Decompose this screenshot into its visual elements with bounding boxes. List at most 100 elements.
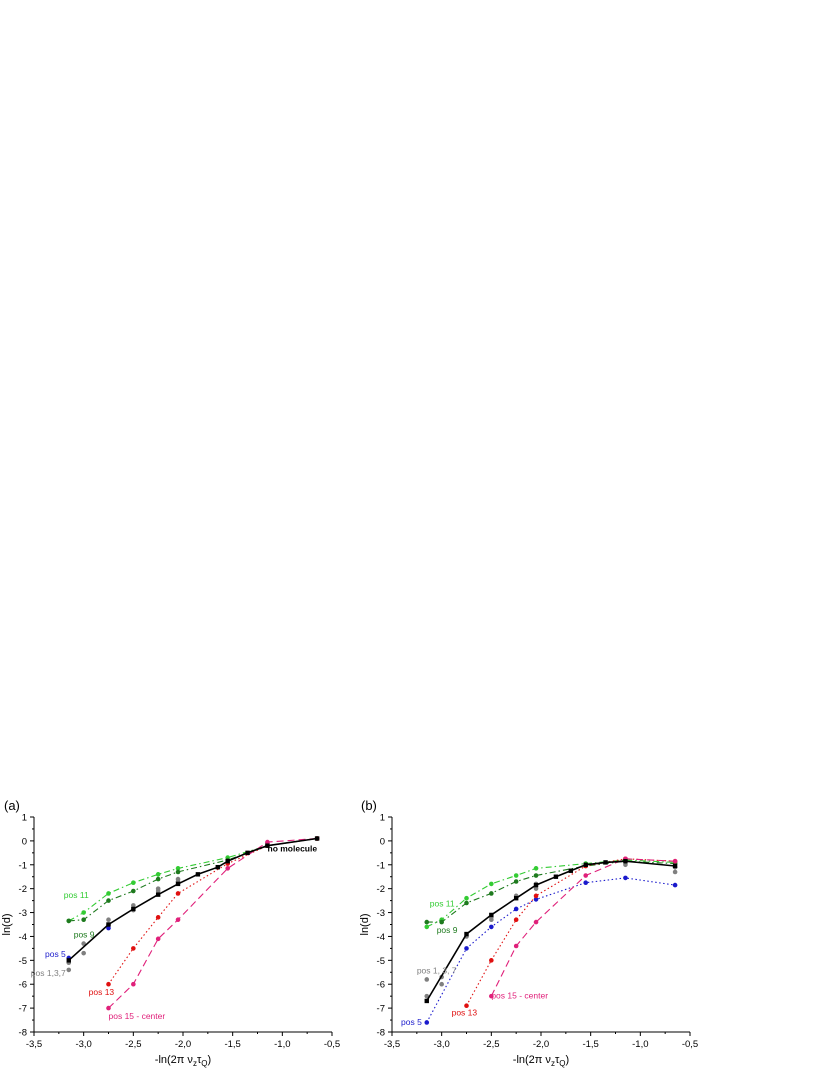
data-point	[66, 967, 72, 973]
data-point	[215, 864, 220, 870]
x-tick-label: -0,5	[682, 1039, 698, 1050]
data-point	[106, 925, 111, 931]
x-tick-label: -3,5	[26, 1039, 42, 1050]
data-point	[533, 919, 539, 925]
series-line	[108, 837, 318, 1009]
data-point	[623, 862, 628, 868]
data-point	[424, 977, 430, 982]
x-tick-label: -1,0	[274, 1039, 290, 1050]
data-point	[489, 881, 494, 887]
data-point	[672, 858, 678, 864]
y-tick-label: 1	[22, 813, 27, 824]
data-point	[513, 917, 519, 923]
series-pos-15-center	[489, 856, 678, 999]
x-tick-label: -3,0	[75, 1039, 91, 1050]
data-point	[533, 893, 539, 899]
data-point	[106, 917, 111, 923]
x-tick-label: -3,5	[384, 1039, 400, 1050]
x-tick-label: -0,5	[324, 1039, 340, 1050]
data-point	[424, 924, 430, 930]
data-point	[66, 918, 72, 924]
x-axis-label-part: -ln(2π ν	[155, 1054, 194, 1066]
data-point	[175, 891, 181, 896]
x-axis-label-subscript: z	[193, 1059, 197, 1068]
data-point	[464, 931, 469, 937]
data-point	[439, 981, 444, 987]
y-tick-label: -7	[19, 1004, 27, 1015]
series-label: pos 9	[437, 925, 458, 935]
data-point	[623, 858, 628, 864]
x-tick-label: -2,5	[125, 1039, 141, 1050]
data-point	[583, 862, 588, 867]
data-point	[583, 873, 588, 878]
series-label: pos 1,3,7	[31, 968, 66, 978]
series-label: pos 1, 3, 7	[417, 965, 457, 975]
data-point	[489, 912, 494, 918]
data-point	[81, 917, 86, 923]
y-axis-label: ln(d)	[1, 913, 13, 935]
data-point	[513, 943, 519, 949]
data-point	[672, 863, 678, 869]
y-axis-label: ln(d)	[359, 913, 371, 935]
y-tick-label: -6	[377, 980, 385, 991]
x-tick-label: -2,5	[483, 1039, 499, 1050]
x-axis-label-subscript: Q	[559, 1059, 565, 1068]
data-point	[195, 872, 201, 877]
data-point	[672, 882, 678, 888]
series-label: pos 13	[452, 1007, 478, 1017]
series-pos-5	[424, 875, 678, 1025]
y-tick-label: -8	[19, 1028, 27, 1039]
data-point	[314, 836, 320, 841]
data-point	[265, 839, 270, 845]
y-tick-label: 0	[22, 836, 27, 847]
data-point	[155, 915, 161, 920]
data-point	[623, 875, 628, 881]
x-tick-label: -3,0	[433, 1039, 449, 1050]
data-point	[131, 906, 136, 912]
data-point	[175, 866, 181, 871]
data-point	[533, 897, 539, 902]
data-point	[155, 888, 161, 894]
y-tick-label: -2	[19, 884, 27, 895]
data-point	[106, 981, 111, 987]
data-point	[175, 881, 181, 887]
data-point	[672, 869, 678, 875]
data-point	[464, 946, 469, 951]
chart-panel-b: (b)1 0 -1 -2 -3 -4 -5 -6 -7 -8-3,5 -3,0 -2,5 -2,0 -1,…	[359, 798, 698, 1068]
data-point	[175, 869, 181, 875]
x-axis-label-part: )	[208, 1054, 212, 1066]
data-point	[489, 917, 494, 923]
series-no-molecule	[66, 836, 320, 963]
data-point	[106, 898, 111, 903]
data-point	[424, 993, 430, 999]
x-axis-label: -ln(2π νzτQ)	[513, 1054, 569, 1068]
data-point	[513, 873, 519, 878]
x-axis-label: -ln(2π νzτQ)	[155, 1054, 211, 1068]
y-tick-label: -6	[19, 980, 27, 991]
y-tick-label: 0	[380, 836, 385, 847]
series-label: pos 9	[74, 930, 95, 940]
y-tick-label: -5	[377, 956, 385, 967]
data-point	[533, 873, 539, 878]
series-label: pos 11	[64, 890, 89, 900]
x-axis-label-subscript: Q	[201, 1059, 207, 1068]
series-label: pos 11	[430, 899, 455, 909]
data-point	[131, 981, 136, 987]
data-point	[489, 891, 494, 896]
series-line	[426, 859, 676, 928]
data-point	[106, 922, 111, 927]
y-tick-label: -4	[19, 932, 27, 943]
x-axis-label-subscript: z	[551, 1059, 555, 1068]
series-line	[426, 877, 676, 1023]
x-axis-label-part: )	[566, 1054, 570, 1066]
data-point	[175, 917, 181, 923]
data-point	[489, 958, 494, 963]
data-point	[106, 891, 111, 896]
y-tick-label: -2	[377, 884, 385, 895]
data-point	[81, 941, 86, 946]
y-tick-label: -5	[19, 956, 27, 967]
x-tick-label: -2,0	[533, 1039, 549, 1050]
data-point	[155, 876, 161, 882]
y-tick-label: -3	[377, 908, 385, 919]
